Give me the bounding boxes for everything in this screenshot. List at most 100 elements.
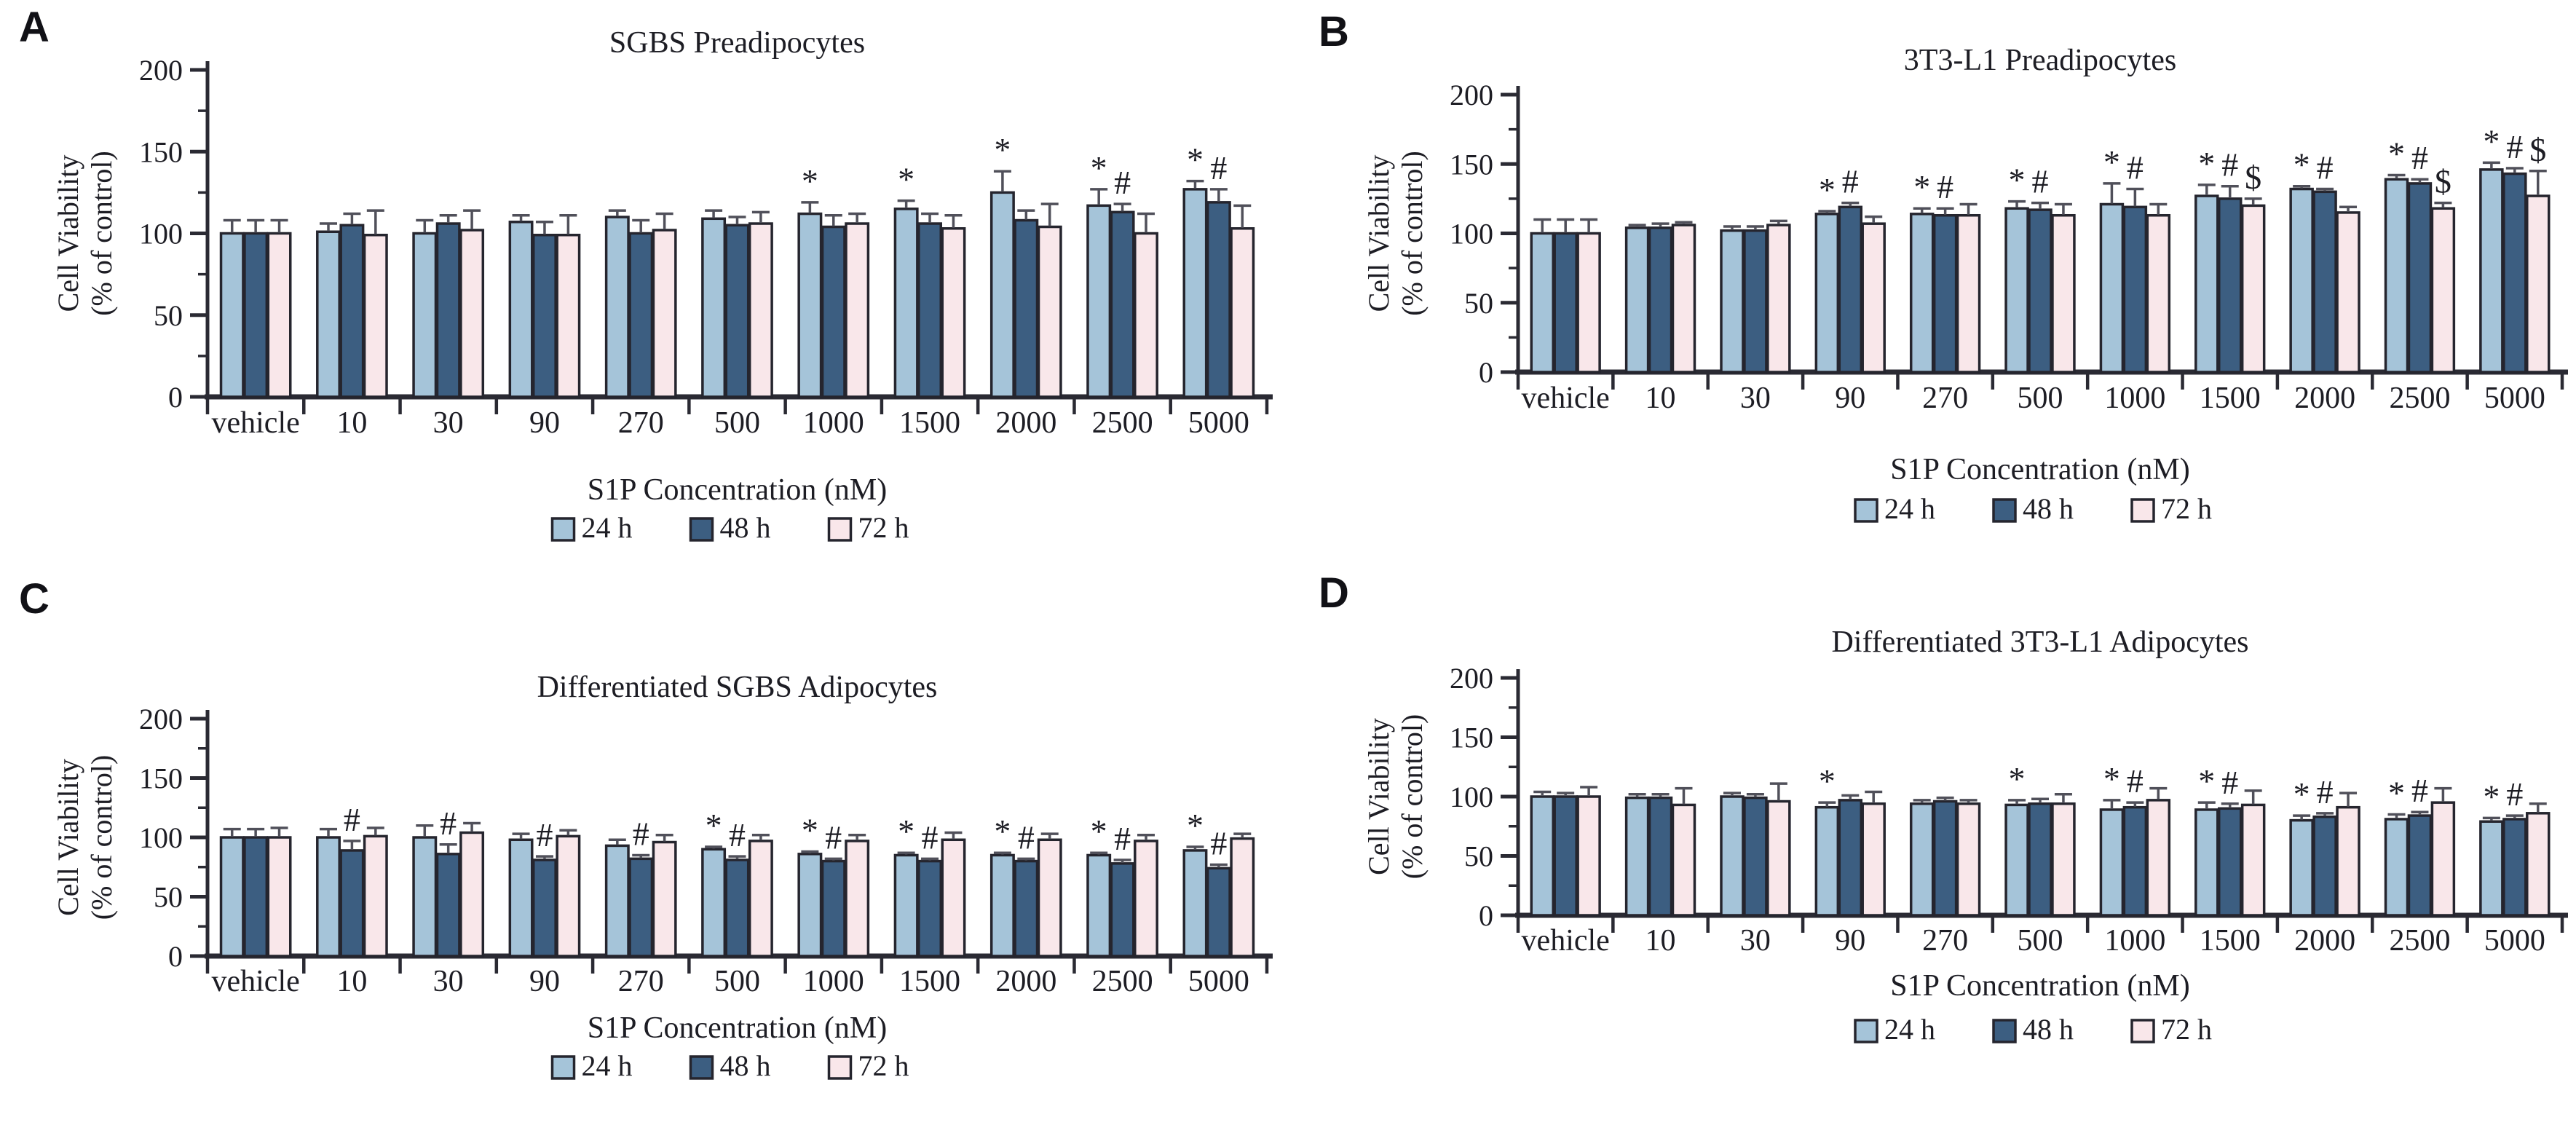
bar-270-72h bbox=[1956, 802, 1981, 917]
chart-title: Differentiated SGBS Adipocytes bbox=[537, 671, 938, 704]
bar-1500-24h bbox=[893, 853, 919, 958]
significance-annotation: * bbox=[1187, 807, 1204, 844]
bar-10-72h bbox=[363, 834, 388, 958]
y-tick-label: 50 bbox=[154, 299, 183, 332]
bar-1000-24h bbox=[797, 853, 823, 958]
bar-270-72h bbox=[652, 229, 677, 398]
legend-label: 48 h bbox=[720, 511, 771, 544]
bar-5000-48h bbox=[2502, 172, 2527, 374]
bar-500-72h bbox=[2051, 213, 2076, 374]
bar-270-48h bbox=[1932, 800, 1958, 917]
significance-annotation: # bbox=[1018, 818, 1035, 856]
significance-annotation: # bbox=[1842, 163, 1859, 200]
bar-1500-24h bbox=[2194, 194, 2219, 374]
bar-5000-72h bbox=[1230, 837, 1255, 958]
significance-annotation: * bbox=[2009, 760, 2026, 797]
significance-annotation: * bbox=[994, 813, 1011, 850]
chart-canvas-A: SGBS Preadipocytes Cell Viability (% of co… bbox=[52, 26, 1273, 544]
x-tick-label: 1000 bbox=[803, 406, 864, 440]
significance-annotation: # bbox=[1210, 824, 1227, 861]
bar-10-72h bbox=[1671, 224, 1696, 374]
significance-annotation: # bbox=[2127, 149, 2144, 186]
bar-vehicle-48h bbox=[243, 232, 269, 398]
x-tick-label: 30 bbox=[433, 406, 464, 440]
bar-90-72h bbox=[556, 834, 581, 958]
bar-500-72h bbox=[748, 840, 773, 958]
bar-5000-72h bbox=[1230, 227, 1255, 398]
bar-30-24h bbox=[1720, 795, 1745, 917]
legend-label: 24 h bbox=[582, 1049, 633, 1082]
bar-1500-72h bbox=[941, 227, 966, 398]
y-tick-label: 200 bbox=[1450, 662, 1493, 695]
y-tick-label: 150 bbox=[139, 762, 183, 795]
y-tick-label: 50 bbox=[1464, 287, 1493, 320]
significance-annotation: * bbox=[1091, 813, 1107, 850]
legend-label: 24 h bbox=[1884, 1013, 1935, 1046]
bar-2000-24h bbox=[989, 853, 1015, 958]
significance-annotation: * bbox=[2388, 135, 2405, 172]
bar-500-48h bbox=[2028, 802, 2052, 917]
y-tick-label: 50 bbox=[154, 881, 183, 914]
y-tick-label: 100 bbox=[1450, 218, 1493, 250]
bar-2000-72h bbox=[1037, 838, 1062, 958]
legend-swatch-24h bbox=[550, 517, 576, 542]
bar-vehicle-72h bbox=[266, 836, 292, 958]
bar-90-72h bbox=[556, 233, 581, 398]
bar-500-72h bbox=[2051, 802, 2076, 917]
significance-annotation: * bbox=[802, 162, 818, 200]
bar-vehicle-24h bbox=[1530, 232, 1554, 374]
x-tick-label: 500 bbox=[714, 406, 760, 440]
bar-30-24h bbox=[412, 232, 438, 398]
bar-30-72h bbox=[1766, 800, 1791, 917]
significance-annotation: # bbox=[2506, 128, 2523, 165]
x-tick-label: 2500 bbox=[2389, 382, 2450, 415]
bar-2500-48h bbox=[1110, 862, 1135, 958]
bar-vehicle-72h bbox=[1576, 795, 1601, 917]
x-tick-label: 500 bbox=[2018, 924, 2063, 958]
x-tick-label: 2000 bbox=[995, 406, 1056, 440]
legend-label: 72 h bbox=[2161, 1013, 2212, 1046]
panel-D: D Differentiated 3T3-L1 Adipocytes Cell V… bbox=[1288, 563, 2576, 1125]
significance-annotation: * bbox=[2293, 146, 2310, 183]
x-tick-label: vehicle bbox=[212, 406, 300, 440]
bar-5000-72h bbox=[2526, 812, 2551, 917]
panel-label: C bbox=[19, 575, 50, 623]
legend-swatch-48h bbox=[689, 1055, 714, 1080]
bar-30-48h bbox=[1743, 229, 1768, 374]
y-tick-label: 0 bbox=[1479, 899, 1493, 932]
bar-1000-72h bbox=[845, 222, 870, 398]
y-axis-label-line1: Cell Viability bbox=[1362, 718, 1395, 875]
x-tick-label: 2500 bbox=[2389, 924, 2450, 958]
bar-5000-24h bbox=[1182, 849, 1208, 958]
significance-annotation: # bbox=[1937, 168, 1953, 205]
legend-label: 24 h bbox=[582, 511, 633, 544]
x-tick-label: 5000 bbox=[2484, 382, 2545, 415]
bar-500-24h bbox=[701, 217, 727, 398]
bar-5000-48h bbox=[2502, 818, 2527, 917]
legend-swatch-48h bbox=[1992, 1019, 2017, 1043]
x-tick-label: 1000 bbox=[2104, 382, 2165, 415]
legend-label: 72 h bbox=[858, 1049, 909, 1082]
x-tick-label: 2000 bbox=[2294, 924, 2355, 958]
bar-30-24h bbox=[412, 836, 438, 958]
significance-annotation: # bbox=[2127, 762, 2144, 800]
bar-2500-72h bbox=[1134, 232, 1158, 398]
chart-title: SGBS Preadipocytes bbox=[609, 26, 865, 60]
bar-5000-24h bbox=[2479, 168, 2504, 374]
x-tick-label: vehicle bbox=[1522, 382, 1610, 415]
bar-1000-48h bbox=[2122, 805, 2148, 917]
x-tick-label: vehicle bbox=[212, 965, 300, 998]
significance-annotation: * bbox=[1819, 762, 1836, 800]
bar-270-72h bbox=[652, 840, 677, 958]
x-tick-label: 30 bbox=[1740, 924, 1771, 958]
bar-2500-24h bbox=[2384, 178, 2409, 374]
x-tick-label: 500 bbox=[714, 965, 760, 998]
significance-annotation: # bbox=[2221, 764, 2238, 801]
y-axis-label-line1: Cell Viability bbox=[52, 155, 84, 312]
bar-5000-24h bbox=[1182, 188, 1208, 398]
bar-2000-48h bbox=[1014, 859, 1039, 958]
bar-vehicle-24h bbox=[219, 232, 245, 398]
significance-annotation: # bbox=[2032, 163, 2049, 200]
bar-5000-48h bbox=[1206, 867, 1231, 958]
